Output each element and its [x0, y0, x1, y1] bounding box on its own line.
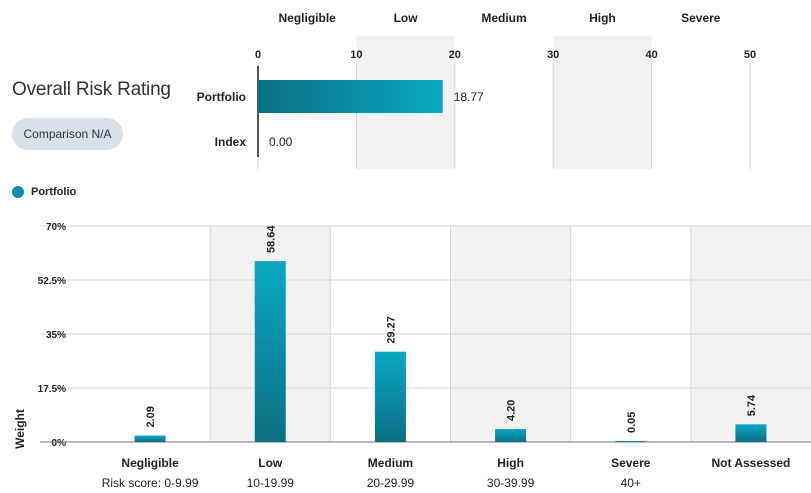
- category-label: Medium: [368, 456, 413, 470]
- category-sublabel: 30-39.99: [487, 476, 535, 490]
- band-label: Low: [394, 11, 419, 25]
- category-sublabel: 40+: [621, 476, 641, 490]
- band-label: Negligible: [279, 11, 337, 25]
- row-label: Portfolio: [197, 90, 246, 104]
- weight-bar: [254, 261, 286, 442]
- category-label: Not Assessed: [711, 456, 790, 470]
- chart-legend[interactable]: Portfolio: [12, 186, 76, 198]
- x-tick-label: 20: [449, 49, 461, 61]
- category-sublabel: 10-19.99: [247, 476, 295, 490]
- weight-bar: [134, 435, 166, 442]
- category-label: High: [497, 456, 524, 470]
- weight-bar: [374, 351, 406, 442]
- bar-value-label: 5.74: [746, 394, 758, 416]
- x-tick-label: 40: [645, 49, 657, 61]
- bar-value-label: 29.27: [385, 316, 397, 344]
- legend-label: Portfolio: [31, 186, 77, 198]
- bar-value-label: 58.64: [265, 225, 277, 253]
- score-value-label: 0.00: [269, 135, 293, 149]
- category-sublabel: Risk score: 0-9.99: [102, 476, 199, 490]
- weight-bar: [735, 424, 767, 442]
- score-value-label: 18.77: [454, 90, 484, 104]
- row-label: Index: [215, 135, 247, 149]
- x-tick-label: 30: [547, 49, 559, 61]
- x-tick-label: 50: [744, 49, 756, 61]
- weight-bar: [495, 429, 527, 442]
- y-tick-label: 17.5%: [38, 384, 66, 395]
- y-tick-label: 52.5%: [38, 276, 66, 287]
- category-label: Severe: [611, 456, 651, 470]
- band-label: High: [589, 11, 616, 25]
- y-tick-label: 70%: [46, 222, 66, 233]
- category-sublabel: 20-29.99: [367, 476, 415, 490]
- overall-risk-title: Overall Risk Rating: [12, 79, 171, 100]
- legend-swatch: [12, 186, 24, 198]
- comparison-badge: Comparison N/A: [12, 118, 123, 150]
- bar-value-label: 2.09: [145, 406, 157, 427]
- band-label: Medium: [481, 11, 526, 25]
- score-bar: [258, 80, 443, 113]
- weight-bar: [615, 441, 647, 442]
- category-label: Low: [258, 456, 283, 470]
- y-tick-label: 0%: [52, 438, 67, 449]
- band-label: Severe: [681, 11, 721, 25]
- bar-value-label: 0.05: [626, 412, 638, 433]
- category-label: Negligible: [121, 456, 179, 470]
- y-tick-label: 35%: [46, 330, 66, 341]
- x-tick-label: 0: [255, 49, 261, 61]
- x-tick-label: 10: [350, 49, 362, 61]
- y-axis-title: Weight: [13, 409, 27, 449]
- bar-value-label: 4.20: [506, 400, 518, 421]
- band-shade: [553, 36, 652, 169]
